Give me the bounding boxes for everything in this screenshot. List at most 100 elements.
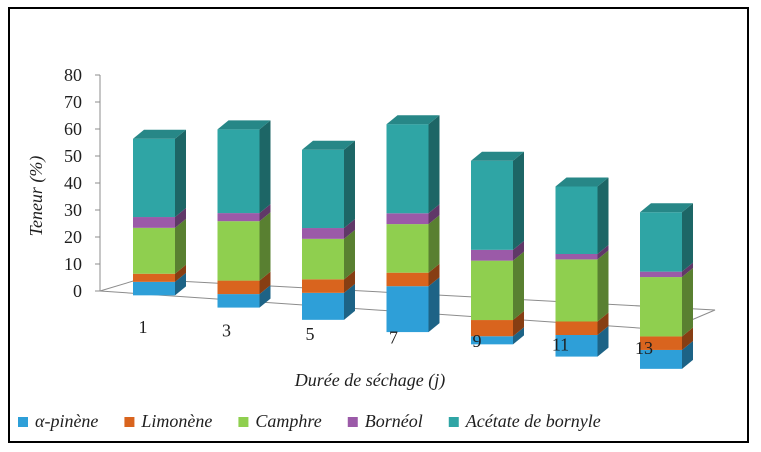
- bar-side-face: [259, 285, 271, 308]
- bar-side-face: [259, 204, 271, 222]
- bar-stack-9: [471, 151, 524, 345]
- bar-7-α-pinène: [386, 277, 440, 333]
- y-tick-label: 40: [64, 173, 82, 193]
- bar-top-face: [133, 129, 186, 139]
- bar-front-face: [302, 238, 344, 280]
- bar-side-face: [682, 340, 693, 369]
- bar-front-face: [217, 213, 260, 222]
- legend-label: Acétate de bornyle: [465, 411, 601, 431]
- bar-front-face: [302, 292, 344, 320]
- bar-front-face: [471, 336, 513, 345]
- x-tick-label: 7: [389, 328, 398, 348]
- bar-front-face: [640, 349, 682, 369]
- bar-front-face: [217, 280, 260, 295]
- x-axis-title: Durée de séchage (j): [294, 370, 445, 391]
- bar-side-face: [344, 219, 355, 239]
- bar-front-face: [217, 129, 260, 214]
- bar-13-Acétate de bornyle: [640, 203, 693, 272]
- bar-front-face: [386, 213, 429, 225]
- legend-item-Acétate de bornyle: Acétate de bornyle: [448, 411, 601, 431]
- legend-swatch: [238, 417, 249, 427]
- bar-3-Camphre: [217, 212, 271, 281]
- bar-front-face: [555, 334, 598, 357]
- bar-3-α-pinène: [217, 285, 271, 308]
- bar-side-face: [597, 250, 609, 322]
- y-tick-label: 10: [64, 254, 82, 274]
- bar-front-face: [386, 224, 429, 273]
- bar-side-face: [513, 251, 524, 321]
- bar-3-Acétate de bornyle: [217, 120, 271, 214]
- bar-side-face: [682, 327, 693, 350]
- bar-side-face: [513, 151, 524, 250]
- bar-front-face: [133, 281, 175, 296]
- bar-side-face: [428, 263, 440, 287]
- bar-side-face: [175, 129, 186, 218]
- bar-5-α-pinène: [302, 283, 355, 320]
- bar-front-face: [471, 249, 513, 261]
- bar-front-face: [217, 294, 260, 308]
- bar-stack-7: [386, 115, 440, 333]
- x-tick-label: 5: [306, 324, 315, 344]
- legend-swatch: [448, 417, 459, 427]
- y-tick-label: 0: [73, 281, 82, 301]
- legend-swatch: [18, 417, 28, 427]
- bar-side-face: [428, 115, 440, 214]
- legend-label: α-pinène: [35, 411, 98, 431]
- bar-stack-13: [640, 203, 693, 369]
- bar-front-face: [555, 259, 598, 322]
- bar-side-face: [597, 244, 609, 260]
- bar-front-face: [555, 253, 598, 260]
- bar-1-α-pinène: [133, 272, 186, 296]
- legend-label: Bornéol: [365, 411, 423, 431]
- bar-11-Bornéol: [555, 244, 609, 260]
- bar-1-Limonène: [133, 264, 186, 282]
- bar-front-face: [640, 336, 682, 350]
- bar-front-face: [133, 138, 175, 218]
- bar-side-face: [259, 212, 271, 281]
- bar-13-Limonène: [640, 327, 693, 350]
- bar-side-face: [597, 177, 609, 254]
- bar-front-face: [471, 160, 513, 250]
- bar-side-face: [513, 240, 524, 261]
- bar-1-Acétate de bornyle: [133, 129, 186, 218]
- y-tick-label: 20: [64, 227, 82, 247]
- legend-item-α-pinène: α-pinène: [18, 411, 98, 431]
- bar-3-Limonène: [217, 271, 271, 295]
- y-tick-label: 80: [64, 65, 82, 85]
- bar-side-face: [682, 203, 693, 272]
- bar-9-Bornéol: [471, 240, 524, 261]
- bar-front-face: [386, 272, 429, 287]
- bar-front-face: [133, 273, 175, 282]
- bar-front-face: [302, 279, 344, 293]
- x-tick-label: 9: [473, 331, 482, 351]
- bar-front-face: [471, 320, 513, 337]
- bar-9-Camphre: [471, 251, 524, 321]
- bar-side-face: [175, 208, 186, 228]
- bar-9-α-pinène: [471, 327, 524, 345]
- bar-side-face: [513, 311, 524, 337]
- bar-side-face: [682, 268, 693, 337]
- y-tick-label: 70: [64, 92, 82, 112]
- bar-side-face: [344, 140, 355, 229]
- bar-top-face: [302, 140, 355, 150]
- chart-frame: [8, 7, 749, 443]
- bar-side-face: [175, 218, 186, 274]
- bar-side-face: [428, 277, 440, 333]
- x-tick-label: 11: [552, 335, 569, 355]
- bar-11-Camphre: [555, 250, 609, 322]
- bar-11-Limonène: [555, 312, 609, 335]
- bar-5-Limonène: [302, 270, 355, 293]
- bar-7-Acétate de bornyle: [386, 115, 440, 214]
- bar-front-face: [302, 228, 344, 239]
- bar-1-Bornéol: [133, 208, 186, 228]
- y-tick-label: 60: [64, 119, 82, 139]
- bar-front-face: [640, 271, 682, 278]
- bar-5-Bornéol: [302, 219, 355, 239]
- bar-front-face: [555, 186, 598, 254]
- x-tick-label: 3: [222, 321, 231, 341]
- bar-stack-11: [555, 177, 609, 357]
- bar-front-face: [217, 221, 260, 281]
- bar-5-Camphre: [302, 229, 355, 280]
- bar-top-face: [386, 115, 440, 125]
